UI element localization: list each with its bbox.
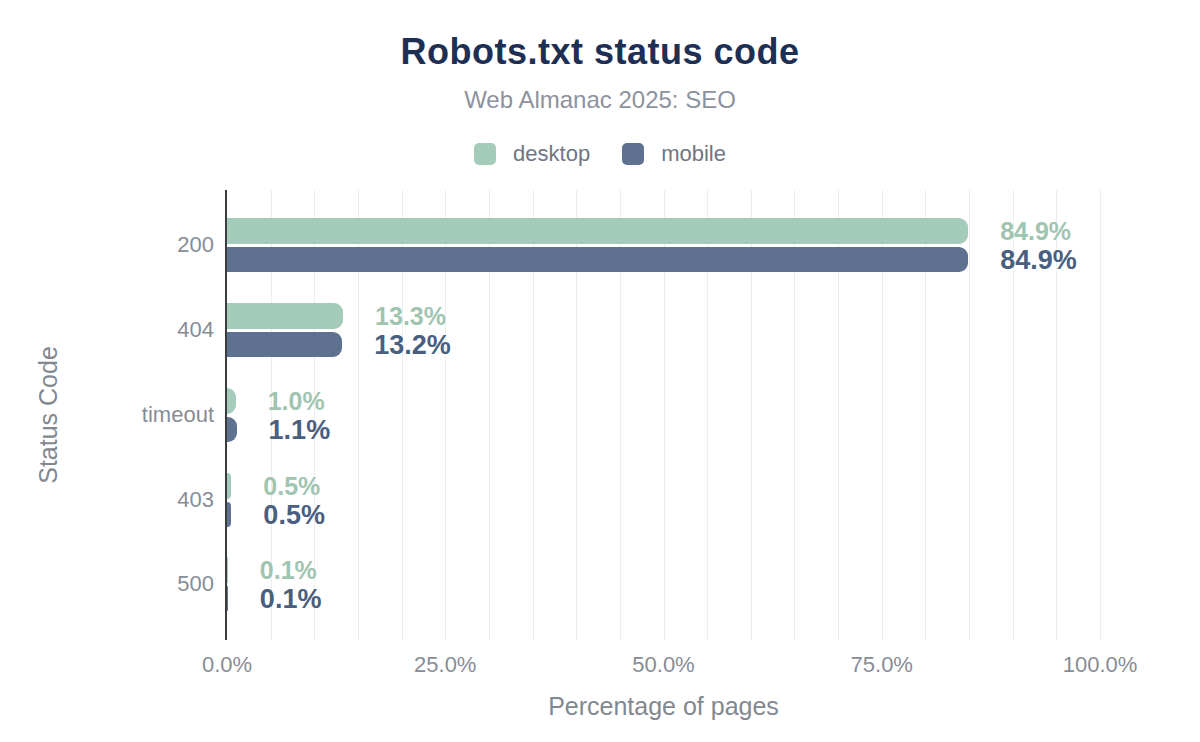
bar-desktop-404 <box>227 303 343 329</box>
category-label-404: 404 <box>177 319 214 341</box>
bar-mobile-500 <box>227 586 228 611</box>
plot-area: Percentage of pages 20084.9%84.9%40413.3… <box>227 190 1100 640</box>
legend-label-mobile: mobile <box>661 141 726 167</box>
bar-desktop-403 <box>227 473 231 499</box>
value-label-mobile-200: 84.9% <box>1000 247 1077 274</box>
chart-canvas: Robots.txt status code Web Almanac 2025:… <box>0 0 1200 742</box>
category-label-403: 403 <box>177 489 214 511</box>
legend-swatch-desktop-icon <box>474 143 496 165</box>
value-label-mobile-404: 13.2% <box>374 332 451 359</box>
legend: desktop mobile <box>0 141 1200 167</box>
value-label-desktop-500: 0.1% <box>260 558 317 583</box>
bar-mobile-403 <box>227 502 231 527</box>
value-label-mobile-500: 0.1% <box>260 586 322 613</box>
value-label-desktop-403: 0.5% <box>263 474 320 499</box>
gridline <box>1100 190 1101 640</box>
bar-desktop-200 <box>227 218 968 244</box>
category-label-timeout: timeout <box>142 404 214 426</box>
bar-mobile-200 <box>227 247 968 272</box>
value-label-mobile-timeout: 1.1% <box>269 417 331 444</box>
value-label-mobile-403: 0.5% <box>263 502 325 529</box>
category-label-500: 500 <box>177 573 214 595</box>
legend-swatch-mobile-icon <box>622 143 644 165</box>
legend-item-mobile[interactable]: mobile <box>622 141 726 167</box>
chart-subtitle: Web Almanac 2025: SEO <box>0 86 1200 114</box>
x-tick-100.0%: 100.0% <box>1063 654 1138 676</box>
value-label-desktop-404: 13.3% <box>375 304 446 329</box>
x-tick-75.0%: 75.0% <box>851 654 913 676</box>
chart-title: Robots.txt status code <box>0 30 1200 74</box>
value-label-desktop-200: 84.9% <box>1000 219 1071 244</box>
x-tick-25.0%: 25.0% <box>414 654 476 676</box>
legend-item-desktop[interactable]: desktop <box>474 141 590 167</box>
x-tick-50.0%: 50.0% <box>632 654 694 676</box>
x-tick-0.0%: 0.0% <box>202 654 252 676</box>
value-label-desktop-timeout: 1.0% <box>268 389 325 414</box>
y-axis-title: Status Code <box>34 346 63 484</box>
category-label-200: 200 <box>177 234 214 256</box>
bar-mobile-timeout <box>227 417 237 442</box>
bar-desktop-timeout <box>227 388 236 414</box>
bar-mobile-404 <box>227 332 342 357</box>
gridline <box>969 190 970 640</box>
bar-desktop-500 <box>227 557 228 583</box>
x-axis-title: Percentage of pages <box>548 692 779 721</box>
legend-label-desktop: desktop <box>513 141 590 167</box>
